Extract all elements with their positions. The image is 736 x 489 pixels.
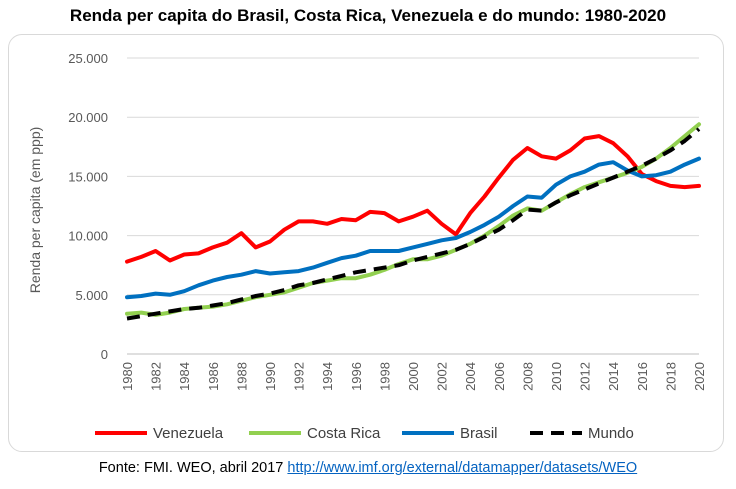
y-tick-label: 20.000 — [68, 110, 108, 125]
gridlines — [127, 57, 699, 355]
x-tick-label: 1998 — [377, 362, 392, 391]
x-tick-label: 1994 — [320, 362, 335, 391]
y-tick-labels: 0 5.000 10.000 15.000 20.000 25.000 — [68, 51, 108, 362]
x-tick-labels: 1980 1982 1984 1986 1988 1990 1992 1994 1996 1998… — [120, 362, 707, 391]
x-tick-label: 1980 — [120, 362, 135, 391]
legend: Venezuela Costa Rica Brasil Mundo — [95, 425, 634, 442]
y-tick-label: 5.000 — [75, 288, 108, 303]
y-tick-label: 0 — [101, 347, 108, 362]
x-tick-label: 2002 — [435, 362, 450, 391]
source-note: Fonte: FMI. WEO, abril 2017 http://www.i… — [0, 460, 736, 476]
x-tick-label: 2000 — [406, 362, 421, 391]
legend-label: Mundo — [588, 425, 634, 442]
y-tick-label: 10.000 — [68, 229, 108, 244]
x-tick-label: 2010 — [549, 362, 564, 391]
series-line-venezuela — [125, 134, 701, 264]
legend-label: Costa Rica — [307, 425, 381, 442]
x-tick-label: 1996 — [349, 362, 364, 391]
legend-label: Venezuela — [153, 425, 224, 442]
x-tick-label: 1988 — [234, 362, 249, 391]
source-text: Fonte: FMI. WEO, abril 2017 — [98, 460, 288, 476]
x-tick-label: 2016 — [635, 362, 650, 391]
y-axis-label: Renda per capita (em ppp) — [27, 127, 43, 294]
x-tick-label: 2006 — [492, 362, 507, 391]
x-tick-label: 2012 — [578, 362, 593, 391]
y-tick-label: 15.000 — [68, 169, 108, 184]
x-tick-label: 1982 — [149, 362, 164, 391]
x-tick-label: 2008 — [520, 362, 535, 391]
series-lines — [125, 122, 701, 321]
legend-label: Brasil — [460, 425, 498, 442]
x-tick-label: 1992 — [292, 362, 307, 391]
x-tick-label: 2014 — [606, 362, 621, 391]
x-tick-label: 2004 — [463, 362, 478, 391]
x-tick-label: 1990 — [263, 362, 278, 391]
source-link[interactable]: http://www.imf.org/external/datamapper/d… — [287, 460, 638, 476]
series-line-brasil — [125, 156, 701, 300]
x-tick-label: 2018 — [663, 362, 678, 391]
chart-frame — [8, 34, 724, 452]
series-line-mundo — [126, 127, 701, 321]
x-tick-label: 1984 — [177, 362, 192, 391]
x-tick-label: 2020 — [692, 362, 707, 391]
y-tick-label: 25.000 — [68, 51, 108, 66]
x-tick-label: 1986 — [206, 362, 221, 391]
chart-title: Renda per capita do Brasil, Costa Rica, … — [69, 6, 667, 25]
series-line-costa-rica — [125, 122, 701, 317]
